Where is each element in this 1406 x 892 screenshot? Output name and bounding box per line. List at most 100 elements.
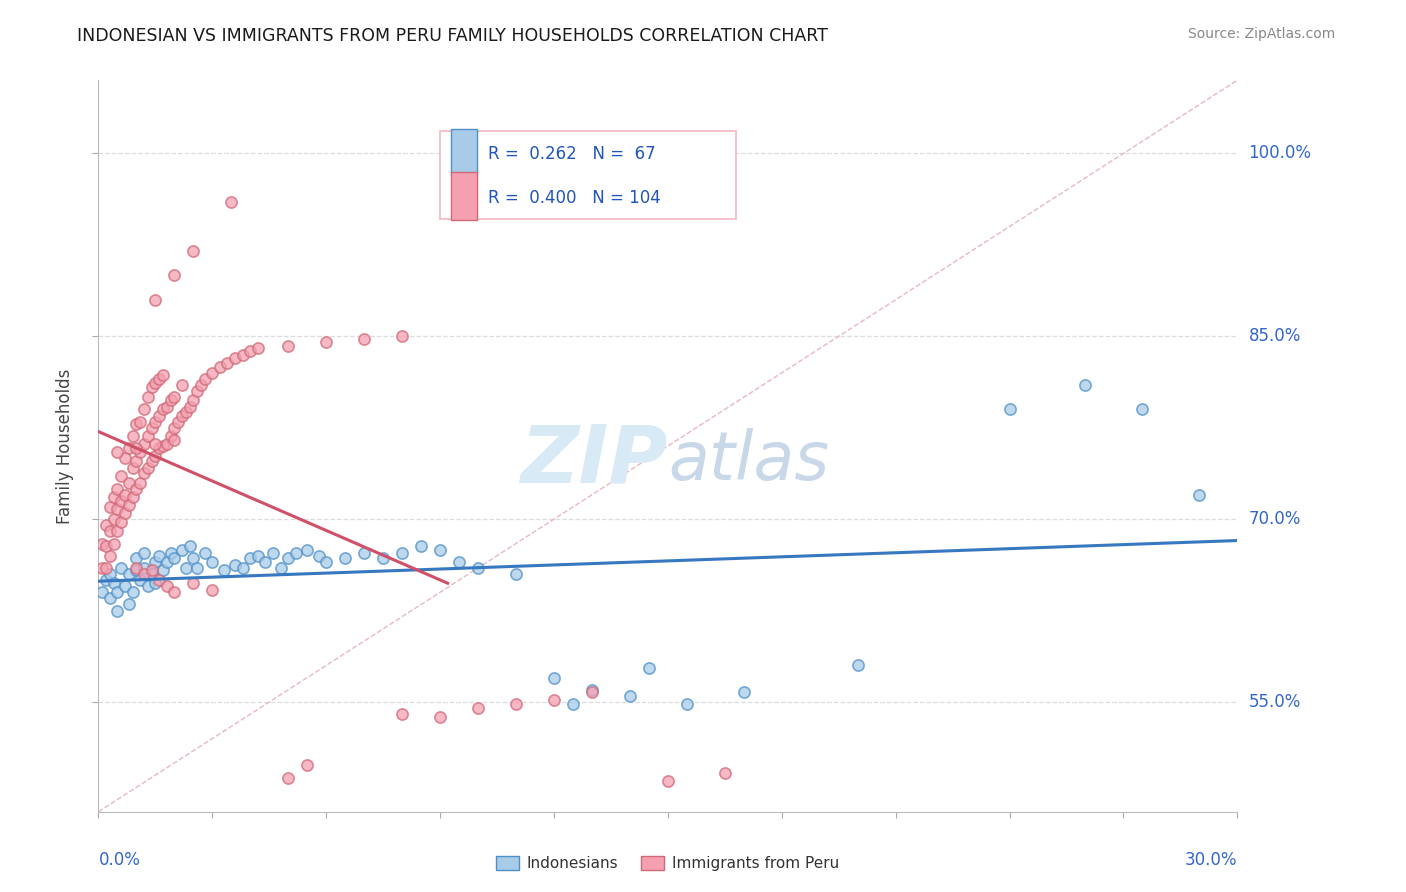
Point [98, 567, 121, 582]
Point [183, 551, 205, 566]
Point [94, 573, 117, 587]
Point [94, 518, 117, 533]
Point [315, 335, 337, 350]
Point [129, 445, 152, 459]
Point [136, 390, 159, 404]
Point [121, 585, 143, 599]
Point [125, 551, 148, 566]
Point [107, 445, 129, 459]
Point [98, 524, 121, 539]
Point [429, 709, 451, 723]
Point [297, 542, 319, 557]
Point [110, 561, 132, 575]
Point [277, 771, 299, 785]
Point [224, 351, 246, 366]
Point [411, 539, 433, 553]
Point [543, 671, 565, 685]
FancyBboxPatch shape [451, 172, 477, 220]
Point [217, 356, 239, 370]
Point [733, 685, 755, 699]
Point [467, 701, 489, 715]
Point [467, 561, 489, 575]
Point [145, 449, 167, 463]
Point [163, 585, 186, 599]
Text: ZIP: ZIP [520, 422, 668, 500]
Point [121, 490, 143, 504]
Point [170, 542, 193, 557]
Point [125, 453, 148, 467]
Point [159, 392, 181, 407]
Point [353, 546, 375, 560]
Point [277, 551, 299, 566]
Point [270, 561, 292, 575]
Point [114, 451, 136, 466]
Point [129, 475, 152, 490]
Point [619, 689, 641, 703]
Point [103, 536, 125, 550]
Point [212, 563, 235, 577]
Point [125, 417, 148, 431]
Point [118, 598, 141, 612]
Point [159, 429, 181, 443]
Point [114, 579, 136, 593]
Point [121, 429, 143, 443]
Point [132, 436, 155, 450]
Point [179, 539, 201, 553]
Point [145, 575, 167, 590]
Point [110, 515, 132, 529]
Point [125, 561, 148, 575]
Point [562, 698, 585, 712]
Point [277, 339, 299, 353]
Point [638, 661, 661, 675]
Point [163, 268, 186, 283]
Point [148, 549, 170, 563]
Point [141, 567, 163, 582]
Point [170, 378, 193, 392]
Point [145, 376, 167, 390]
Point [170, 409, 193, 423]
Point [132, 561, 155, 575]
Text: 0.0%: 0.0% [98, 851, 141, 869]
FancyBboxPatch shape [440, 131, 737, 219]
Point [221, 195, 243, 210]
Point [391, 707, 413, 722]
Point [239, 343, 262, 358]
Point [156, 436, 179, 450]
Point [152, 439, 174, 453]
Point [145, 555, 167, 569]
Point [98, 549, 121, 563]
Point [163, 551, 186, 566]
Point [232, 348, 254, 362]
Point [145, 293, 167, 307]
Point [156, 400, 179, 414]
Text: INDONESIAN VS IMMIGRANTS FROM PERU FAMILY HOUSEHOLDS CORRELATION CHART: INDONESIAN VS IMMIGRANTS FROM PERU FAMIL… [77, 27, 828, 45]
Point [391, 546, 413, 560]
Point [714, 765, 737, 780]
Point [186, 384, 208, 399]
Point [141, 453, 163, 467]
Point [136, 461, 159, 475]
Point [183, 392, 205, 407]
Point [132, 466, 155, 480]
Point [152, 563, 174, 577]
Text: R =  0.400   N = 104: R = 0.400 N = 104 [488, 189, 661, 207]
Point [174, 561, 197, 575]
Point [353, 332, 375, 346]
Point [183, 575, 205, 590]
Point [141, 421, 163, 435]
Point [183, 244, 205, 258]
Point [132, 402, 155, 417]
Point [110, 469, 132, 483]
Point [998, 402, 1021, 417]
Point [129, 415, 152, 429]
Point [103, 512, 125, 526]
Point [186, 561, 208, 575]
Legend: Indonesians, Immigrants from Peru: Indonesians, Immigrants from Peru [491, 850, 845, 877]
Point [125, 442, 148, 456]
Point [107, 585, 129, 599]
Point [132, 567, 155, 582]
Point [107, 482, 129, 496]
Point [201, 366, 224, 380]
Point [136, 429, 159, 443]
Point [429, 542, 451, 557]
